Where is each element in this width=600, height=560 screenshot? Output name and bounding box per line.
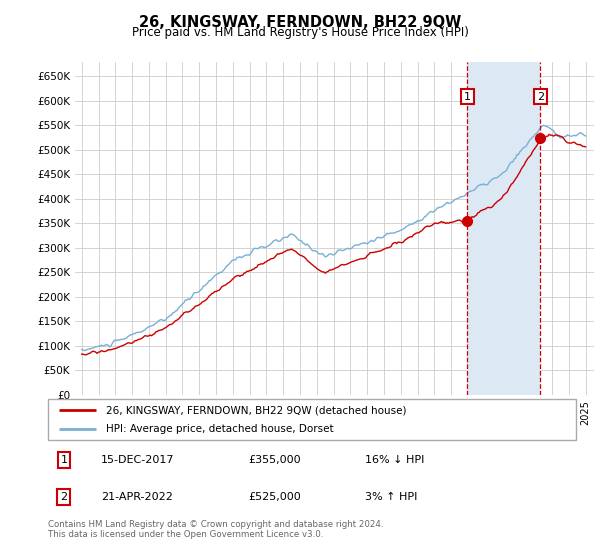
Text: 21-APR-2022: 21-APR-2022 <box>101 492 173 502</box>
Text: 1: 1 <box>464 92 471 101</box>
Text: £355,000: £355,000 <box>248 455 301 465</box>
Text: 2: 2 <box>537 92 544 101</box>
Text: £525,000: £525,000 <box>248 492 301 502</box>
Text: Price paid vs. HM Land Registry's House Price Index (HPI): Price paid vs. HM Land Registry's House … <box>131 26 469 39</box>
Text: 1: 1 <box>61 455 67 465</box>
Text: 3% ↑ HPI: 3% ↑ HPI <box>365 492 417 502</box>
Text: HPI: Average price, detached house, Dorset: HPI: Average price, detached house, Dors… <box>106 424 334 433</box>
Text: 16% ↓ HPI: 16% ↓ HPI <box>365 455 424 465</box>
Text: Contains HM Land Registry data © Crown copyright and database right 2024.
This d: Contains HM Land Registry data © Crown c… <box>48 520 383 539</box>
Bar <box>467 62 541 395</box>
Text: 26, KINGSWAY, FERNDOWN, BH22 9QW: 26, KINGSWAY, FERNDOWN, BH22 9QW <box>139 15 461 30</box>
FancyBboxPatch shape <box>48 399 576 440</box>
Text: 2: 2 <box>60 492 67 502</box>
Text: 26, KINGSWAY, FERNDOWN, BH22 9QW (detached house): 26, KINGSWAY, FERNDOWN, BH22 9QW (detach… <box>106 405 407 415</box>
Text: 15-DEC-2017: 15-DEC-2017 <box>101 455 175 465</box>
